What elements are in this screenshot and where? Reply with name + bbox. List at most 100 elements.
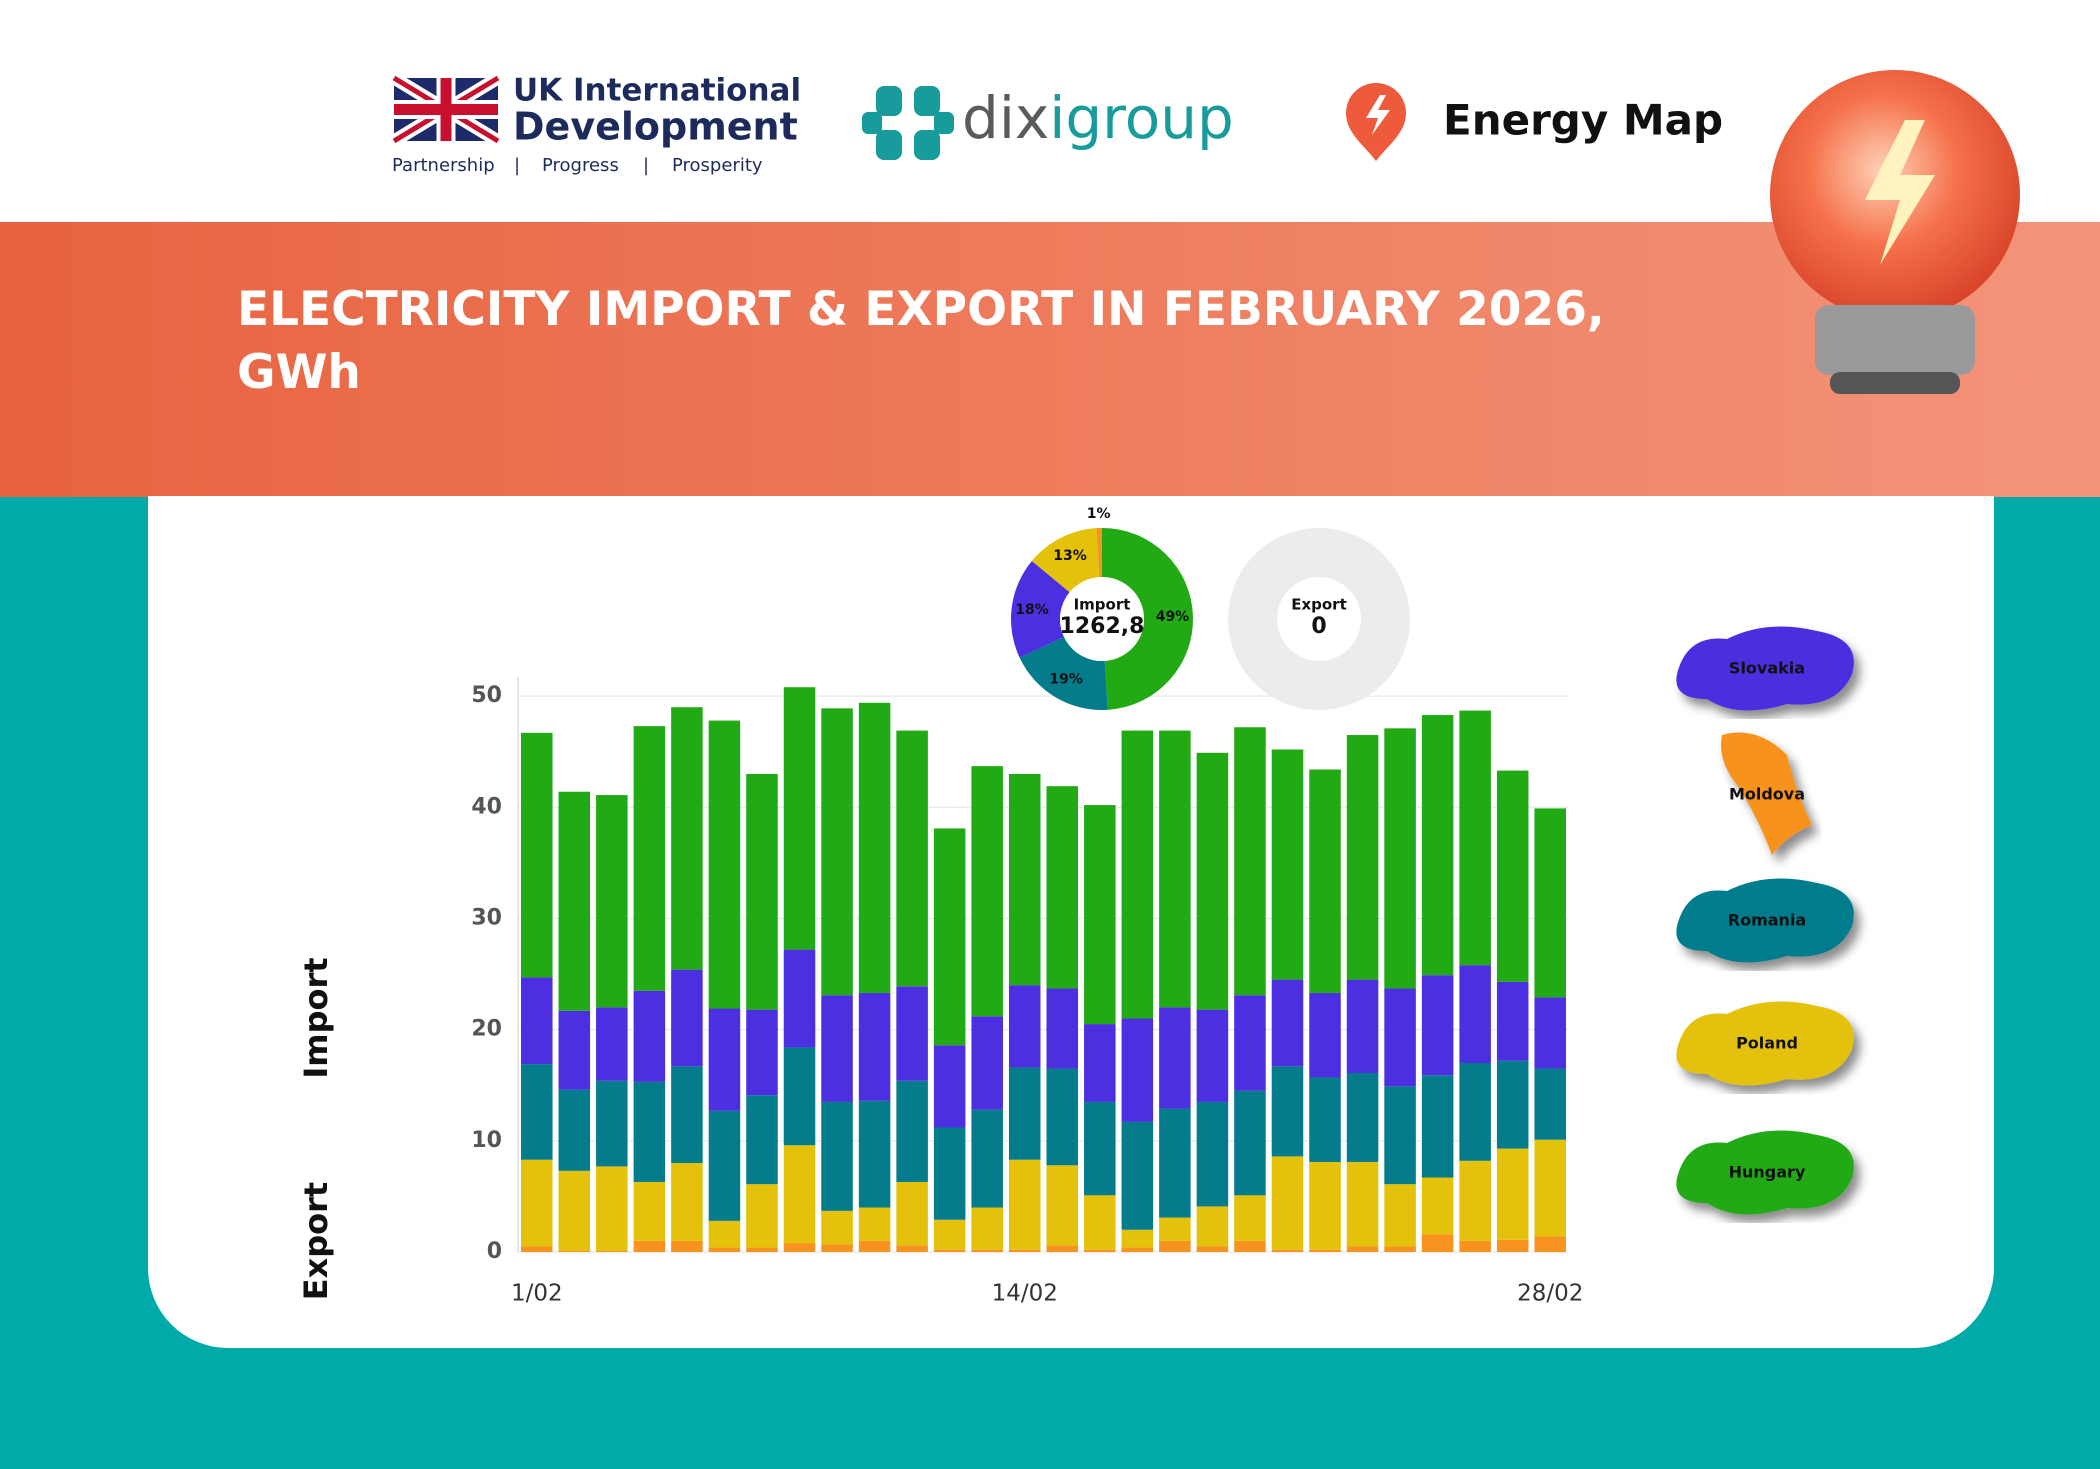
bar-segment: [671, 1240, 703, 1252]
bar-segment: [1234, 1240, 1266, 1252]
bar-segment: [708, 720, 741, 1009]
legend-label: Romania: [1728, 911, 1806, 930]
bar-segment: [896, 986, 928, 1081]
bar-segment: [1008, 1159, 1041, 1250]
bar-segment: [1196, 1101, 1229, 1207]
bar-segment: [971, 1249, 1003, 1252]
bar-segment: [1159, 1007, 1191, 1109]
bar-segment: [596, 1007, 628, 1081]
bar-segment: [858, 702, 891, 993]
bar-segment: [671, 707, 703, 970]
bar-segment: [558, 1250, 591, 1252]
bar-segment: [1046, 786, 1079, 989]
bar-segment: [558, 1010, 591, 1090]
bulb: [1770, 70, 2020, 394]
bar-segment: [1309, 1161, 1341, 1250]
x-tick-label: 14/02: [992, 1281, 1058, 1307]
legend-map: [1676, 1001, 1854, 1086]
legend-map: [1676, 626, 1854, 711]
y-tick-label: 20: [471, 1017, 502, 1042]
bar-segment: [1496, 981, 1529, 1061]
bar-segment: [971, 766, 1003, 1017]
bar-segment: [1309, 769, 1341, 993]
bar-segment: [633, 1081, 666, 1182]
export-label: Export: [297, 1182, 335, 1300]
bar-segment: [1046, 1245, 1079, 1252]
legend-map: [1721, 732, 1812, 855]
y-tick-label: 30: [471, 905, 502, 930]
bar-segment: [521, 732, 553, 978]
bar-segment: [1234, 1195, 1266, 1241]
bar-segment: [858, 1100, 891, 1208]
dixi-logo: dixigroup: [962, 84, 1234, 152]
bar-segment: [1271, 749, 1304, 980]
pie-center: [1060, 577, 1144, 661]
bar-segment: [821, 995, 853, 1102]
pie-slice: [1102, 528, 1194, 710]
bar-segment: [708, 1110, 741, 1221]
y-tick-label: 0: [487, 1239, 502, 1264]
bar-segment: [633, 1181, 666, 1241]
uk-tagline: Partnership: [392, 155, 495, 176]
bar-segment: [1159, 1217, 1191, 1241]
bar-segment: [1084, 1249, 1116, 1252]
bar-segment: [1384, 1246, 1416, 1252]
bar-segment: [1496, 1060, 1529, 1149]
uk-flag: [390, 72, 502, 147]
y-tick-label: 50: [471, 683, 502, 708]
legend-map: [1676, 1130, 1854, 1215]
bar-segment: [596, 1166, 628, 1251]
bar-segment: [1271, 979, 1304, 1067]
bar-segment: [521, 1064, 553, 1160]
bar-segment: [1234, 995, 1266, 1091]
bar-segment: [746, 1184, 778, 1248]
bar-segment: [1346, 735, 1379, 980]
bar-segment: [1121, 1229, 1154, 1248]
bar-segment: [1534, 1139, 1566, 1237]
uk-logo-line2: Development: [513, 105, 798, 149]
bar-segment: [1384, 988, 1416, 1087]
bar-segment: [783, 1145, 816, 1244]
bar-segment: [821, 1101, 853, 1211]
bar-segment: [1384, 728, 1416, 989]
legend-label: Poland: [1736, 1034, 1798, 1053]
bar-segment: [1459, 1063, 1491, 1161]
bar-segment: [783, 1047, 816, 1146]
bar-segment: [821, 708, 853, 996]
x-tick-label: 28/02: [1517, 1281, 1583, 1307]
x-tick-label: 1/02: [511, 1281, 563, 1307]
bar-segment: [708, 1008, 741, 1111]
pie-slice: [1096, 528, 1102, 578]
bar-segment: [633, 1240, 666, 1252]
bar-segment: [1196, 1009, 1229, 1102]
bar-segment: [1008, 773, 1041, 986]
bar-segment: [858, 1240, 891, 1252]
bar-segment: [671, 1163, 703, 1241]
pie-slice: [1031, 528, 1100, 593]
title: ELECTRICITY IMPORT & EXPORT IN FEBRUARY …: [237, 282, 1605, 400]
bar-segment: [1121, 1247, 1154, 1252]
legend-map: [1676, 878, 1854, 963]
bar-segment: [558, 1170, 591, 1251]
pie-center-label: Import: [1074, 596, 1131, 614]
bar-segment: [1271, 1249, 1304, 1252]
bar-segment: [746, 1095, 778, 1185]
y-tick-label: 10: [471, 1128, 502, 1153]
y-tick-label: 40: [471, 794, 502, 819]
bar-segment: [1346, 1246, 1379, 1252]
bar-segment: [1271, 1156, 1304, 1250]
bar-segment: [1159, 730, 1191, 1008]
bar-segment: [558, 1089, 591, 1171]
dixi-icon: [862, 86, 954, 160]
pie-label: 1%: [1087, 506, 1111, 522]
pie-slice: [1011, 560, 1070, 658]
bar-segment: [1309, 1077, 1341, 1162]
separator: |: [643, 155, 649, 176]
bar-segment: [596, 795, 628, 1008]
bar-segment: [1084, 805, 1116, 1025]
uk-logo-line1: UK International: [513, 73, 801, 109]
bar-segment: [1046, 1068, 1079, 1166]
bar-segment: [896, 730, 928, 987]
pie-center-label: Export: [1291, 596, 1347, 614]
